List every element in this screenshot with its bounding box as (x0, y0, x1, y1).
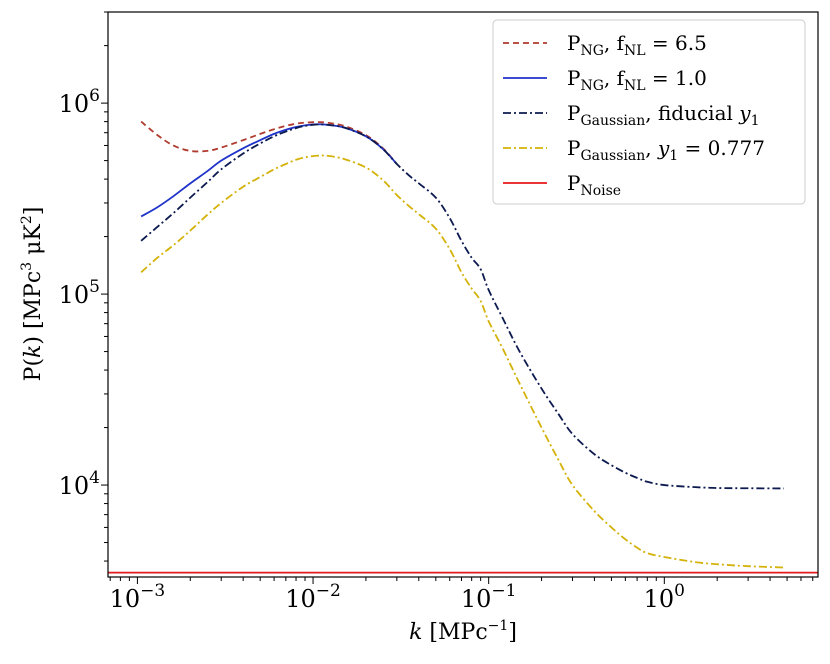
y-tick-label: 104 (59, 468, 100, 500)
y-tick-label: 106 (59, 86, 100, 118)
series-line-0 (140, 120, 398, 165)
legend-label-2: PGaussian, fiducial y1 (567, 101, 759, 129)
y-axis-label: P(k) [MPc3 μK2] (19, 207, 46, 382)
legend-label-4: PNoise (567, 171, 621, 199)
legend-label-3: PGaussian, y1 = 0.777 (567, 136, 765, 164)
x-tick-label: 100 (644, 581, 685, 613)
legend-label-0: PNG, fNL = 6.5 (567, 31, 707, 59)
x-tick-label: 10−1 (461, 581, 517, 613)
legend-label-1: PNG, fNL = 1.0 (567, 66, 707, 94)
legend-box (492, 19, 806, 205)
ticks-layer: 10−3 10−2 10−1 100 104 105 106 (59, 11, 814, 613)
x-axis-label: k [MPc−1] (409, 618, 517, 645)
series-line-3 (140, 154, 784, 569)
x-tick-label: 10−2 (285, 581, 341, 613)
legend: PNG, fNL = 6.5 PNG, fNL = 1.0 PGaussian, f… (492, 19, 806, 205)
x-tick-label: 10−3 (110, 581, 166, 613)
series-layer (108, 120, 818, 574)
series-line-2 (140, 123, 784, 490)
y-tick-label: 105 (59, 277, 100, 309)
